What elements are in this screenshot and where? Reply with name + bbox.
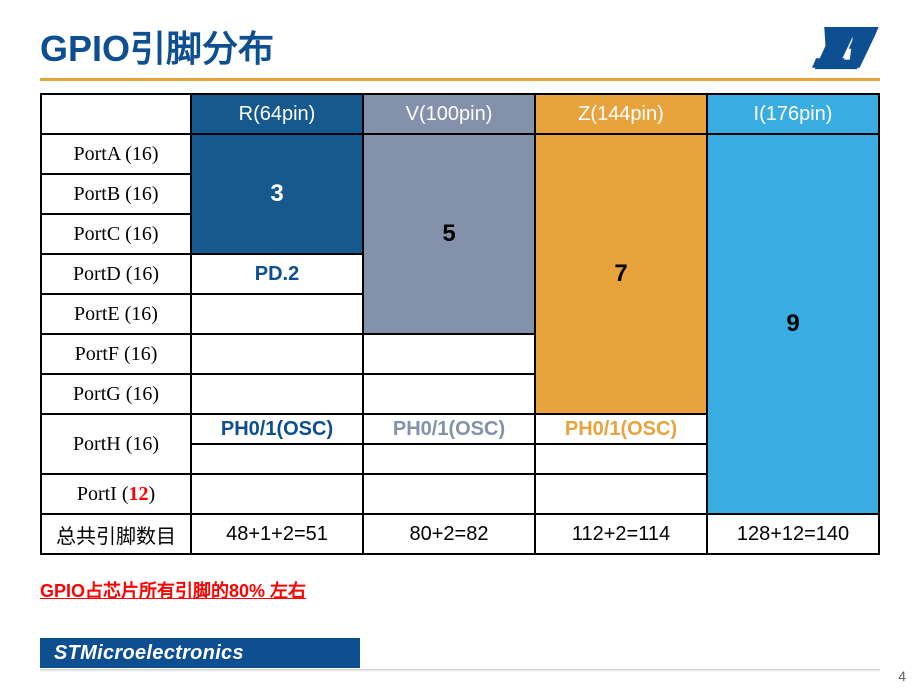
cell-e-r [191,294,363,334]
th-i: I(176pin) [707,94,879,134]
cell-g-v [363,374,535,414]
cell-f-v [363,334,535,374]
row-porta: PortA (16) [41,134,191,174]
cell-ph-z: PH0/1(OSC) [535,414,707,444]
cell-i-r [191,474,363,514]
th-v: V(100pin) [363,94,535,134]
cell-i-z [535,474,707,514]
footer-text: STMicroelectronics [54,642,244,665]
page-title: GPIO引脚分布 [40,20,274,72]
cell-i-v [363,474,535,514]
row-portd: PortD (16) [41,254,191,294]
row-portb: PortB (16) [41,174,191,214]
th-empty [41,94,191,134]
footer-shadow [40,669,880,672]
cell-g-r [191,374,363,414]
footer-band: STMicroelectronics [40,638,360,668]
row-portf: PortF (16) [41,334,191,374]
cell-f-r [191,334,363,374]
cell-h2-r [191,444,363,474]
th-z: Z(144pin) [535,94,707,134]
total-z: 112+2=114 [535,514,707,554]
row-porti: PortI (12) [41,474,191,514]
row-total-label: 总共引脚数目 [41,514,191,554]
block-z: 7 [535,134,707,414]
th-r: R(64pin) [191,94,363,134]
caption: GPIO占芯片所有引脚的80% 左右 [40,577,880,603]
row-porte: PortE (16) [41,294,191,334]
block-r: 3 [191,134,363,254]
cell-h2-z [535,444,707,474]
cell-ph-r: PH0/1(OSC) [191,414,363,444]
title-underline [40,78,880,81]
block-v: 5 [363,134,535,334]
cell-h2-v [363,444,535,474]
row-portc: PortC (16) [41,214,191,254]
total-v: 80+2=82 [363,514,535,554]
total-i: 128+12=140 [707,514,879,554]
gpio-table: R(64pin) V(100pin) Z(144pin) I(176pin) P… [40,93,880,555]
st-logo [812,20,880,72]
page-number: 4 [898,668,906,684]
total-r: 48+1+2=51 [191,514,363,554]
row-portg: PortG (16) [41,374,191,414]
cell-ph-v: PH0/1(OSC) [363,414,535,444]
row-porth: PortH (16) [41,414,191,474]
cell-pd2: PD.2 [191,254,363,294]
block-i: 9 [707,134,879,514]
